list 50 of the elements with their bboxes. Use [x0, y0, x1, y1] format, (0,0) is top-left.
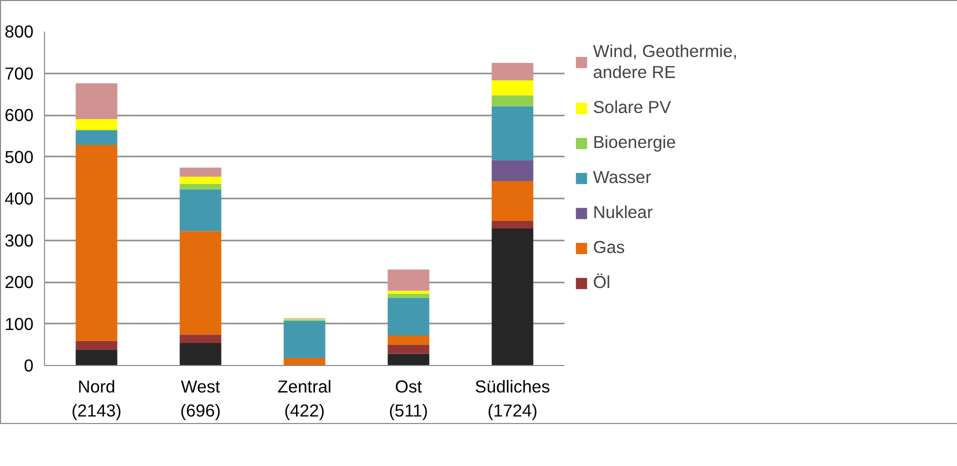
- legend-label: Solare PV: [593, 97, 672, 118]
- bar: [492, 106, 534, 161]
- y-tick-label: 600: [4, 105, 34, 125]
- x-tick-label: Nord (2143): [71, 376, 122, 420]
- bar: [180, 189, 222, 232]
- y-tick-label: 0: [24, 356, 34, 376]
- legend-label: Nuklear: [593, 202, 653, 223]
- bar: [388, 269, 430, 291]
- bar: [76, 145, 118, 341]
- bar: [76, 350, 118, 366]
- bar: [388, 344, 430, 354]
- bar: [180, 342, 222, 366]
- bar: [180, 231, 222, 335]
- bar: [492, 221, 534, 229]
- y-tick-label: 800: [4, 22, 34, 42]
- y-tick-label: 100: [4, 314, 34, 334]
- bar: [180, 176, 222, 184]
- x-tick-label: Zentral (422): [278, 376, 332, 420]
- legend-label: Wasser: [593, 167, 652, 188]
- bar: [388, 335, 430, 345]
- legend-label: Gas: [593, 237, 625, 258]
- y-tick-label: 700: [4, 63, 34, 84]
- y-tick-label: 400: [4, 188, 34, 208]
- bar: [388, 354, 430, 366]
- bar: [180, 334, 222, 343]
- y-tick-label: 500: [4, 146, 34, 167]
- x-tick-label: Südliches (1724): [474, 376, 550, 420]
- bar: [76, 119, 118, 130]
- bar: [492, 180, 534, 222]
- bar: [284, 320, 326, 358]
- bar: [492, 228, 534, 366]
- bar: [492, 62, 534, 80]
- legend-label: Bioenergie: [593, 132, 676, 153]
- bar: [492, 80, 534, 96]
- bar: [76, 340, 118, 350]
- y-tick-label: 300: [4, 230, 34, 250]
- bar: [180, 168, 222, 177]
- x-tick-label: West (696): [180, 376, 221, 420]
- bar: [180, 184, 222, 190]
- legend-label: Öl: [593, 272, 612, 293]
- legend-label: Wind, Geothermie, andere RE: [593, 41, 738, 83]
- bar: [492, 95, 534, 106]
- bar: [492, 160, 534, 181]
- bar: [388, 298, 430, 336]
- x-tick-label: Ost (511): [388, 376, 428, 420]
- y-tick-label: 200: [4, 272, 34, 292]
- bar: [76, 83, 118, 120]
- bar: [76, 130, 118, 146]
- bar: [388, 294, 430, 298]
- bar: [284, 358, 326, 366]
